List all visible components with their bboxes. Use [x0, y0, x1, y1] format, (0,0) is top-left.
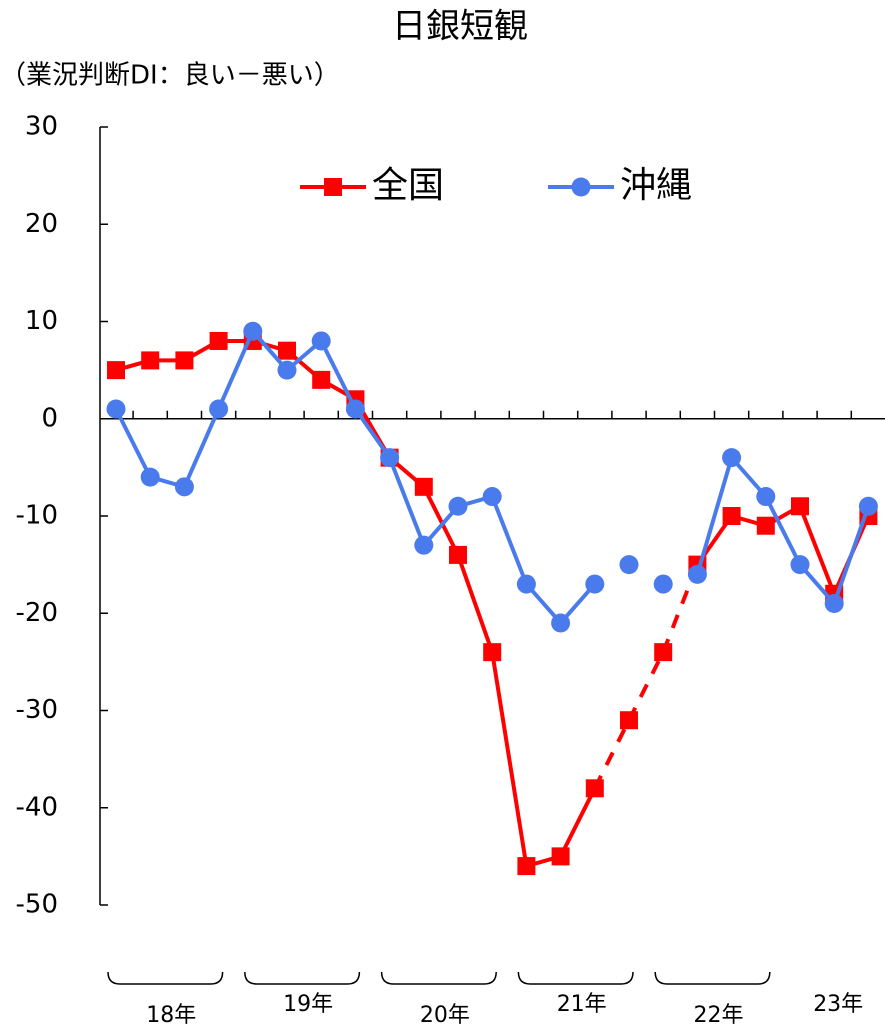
series-segment [387, 456, 426, 546]
marker [516, 574, 536, 594]
marker [620, 711, 638, 730]
y-tick-label: 0 [41, 403, 58, 433]
year-brace [107, 971, 224, 985]
series-segment [353, 407, 392, 459]
marker [140, 467, 160, 487]
marker [141, 351, 160, 370]
marker [517, 857, 536, 876]
year-label: 20年 [420, 1003, 470, 1028]
marker [824, 594, 844, 614]
year-brace [654, 971, 771, 985]
year-label: 21年 [557, 992, 607, 1017]
marker [174, 477, 194, 497]
marker [175, 351, 194, 370]
marker [449, 545, 467, 564]
year-label: 18年 [146, 1003, 196, 1028]
marker [312, 370, 331, 389]
legend-marker [324, 178, 342, 196]
marker [106, 399, 126, 419]
y-tick-label: 10 [25, 306, 58, 336]
marker [414, 535, 434, 555]
year-label: 19年 [283, 992, 333, 1017]
legend-marker [571, 177, 591, 197]
year-label: 23年 [813, 992, 863, 1017]
marker [653, 574, 673, 594]
marker [414, 477, 433, 496]
marker [311, 331, 331, 351]
marker [380, 448, 400, 468]
marker [722, 507, 741, 525]
chart-subtitle: （業況判断DI：良い－悪い） [0, 61, 340, 91]
series-segment [490, 495, 529, 585]
marker [654, 643, 673, 662]
marker [107, 361, 125, 380]
y-tick-label: -50 [16, 890, 58, 920]
y-tick-label: -40 [16, 792, 58, 822]
year-brace [517, 971, 634, 985]
year-label: 22年 [694, 1003, 744, 1028]
series-segment [422, 485, 460, 556]
marker [551, 613, 571, 633]
series-segment [593, 719, 631, 790]
marker [790, 555, 810, 575]
marker [756, 487, 776, 507]
series-segment [558, 787, 597, 858]
series-segment [456, 554, 495, 653]
series-segment [832, 505, 871, 605]
y-tick-label: -20 [16, 598, 58, 628]
year-brace [380, 971, 497, 985]
series-segment [627, 651, 665, 722]
marker [619, 555, 639, 575]
marker [277, 360, 297, 380]
marker [483, 643, 502, 662]
series-segment [798, 505, 837, 595]
marker [482, 487, 502, 507]
series-segment [490, 651, 529, 867]
marker [858, 496, 878, 516]
marker [209, 331, 228, 350]
year-brace [244, 971, 361, 985]
marker [687, 564, 707, 584]
marker [756, 516, 775, 535]
marker [722, 448, 742, 468]
marker [585, 779, 604, 798]
series-segment [695, 457, 734, 575]
marker [448, 496, 468, 516]
y-tick-label: 30 [25, 112, 58, 142]
marker [551, 847, 570, 866]
y-tick-label: -10 [16, 501, 58, 531]
series-segment [216, 330, 255, 410]
marker [585, 574, 605, 594]
series-segment [319, 340, 358, 410]
marker [243, 321, 263, 341]
legend-label: 沖縄 [620, 165, 692, 206]
series-segment [182, 408, 221, 488]
series-segment [114, 408, 152, 478]
y-tick-label: 20 [25, 209, 58, 239]
y-tick-label: -30 [16, 695, 58, 725]
series-segment [764, 495, 802, 566]
marker [209, 399, 229, 419]
chart-title: 日銀短観 [392, 7, 528, 47]
marker [278, 341, 296, 360]
legend-label: 全国 [372, 165, 444, 206]
marker [791, 497, 809, 516]
marker [345, 399, 365, 419]
